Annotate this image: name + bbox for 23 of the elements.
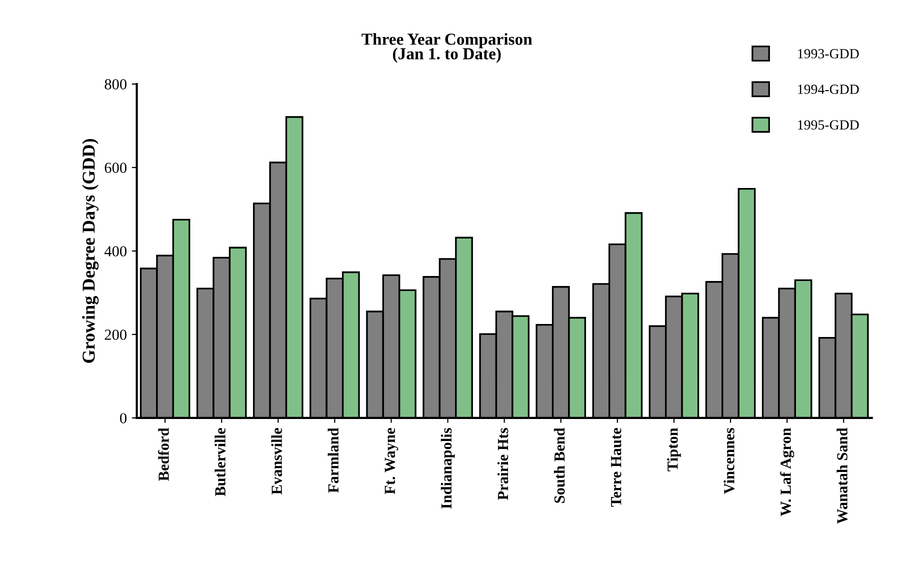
x-tick-label: Wanatah Sand	[836, 428, 848, 524]
x-tick-label: Terre Haute	[611, 428, 622, 507]
x-tick-label: Prairie Hts	[497, 428, 508, 500]
legend-label: 1993-GDD	[798, 49, 859, 58]
x-tick-label: Bedford	[158, 428, 169, 481]
x-tick-label: Tipton	[667, 428, 681, 472]
y-tick-label: 600	[104, 162, 126, 173]
legend-label: 1995-GDD	[798, 120, 859, 130]
y-tick-label: 800	[104, 79, 126, 90]
x-tick-label: Vincennes	[724, 428, 734, 494]
x-tick-label: Farmland	[328, 428, 339, 493]
y-tick-label: 0	[120, 413, 126, 424]
x-tick-label: Evansville	[271, 428, 282, 494]
y-tick-label: 400	[104, 246, 126, 256]
x-tick-label: Ft. Wayne	[384, 428, 398, 494]
x-tick-label: W. Laf Agron	[780, 428, 794, 516]
y-tick-label: 200	[104, 330, 126, 340]
legend-label: 1994-GDD	[798, 84, 859, 94]
y-axis-title: Growing Degree Days (GDD)	[82, 139, 99, 363]
chart-title: Three Year Comparison (Jan 1. to Date)	[362, 33, 532, 63]
x-tick-label: Indianapolis	[440, 428, 455, 509]
x-tick-label: Butlerville	[214, 428, 226, 496]
x-tick-label: South Bend	[554, 428, 565, 503]
